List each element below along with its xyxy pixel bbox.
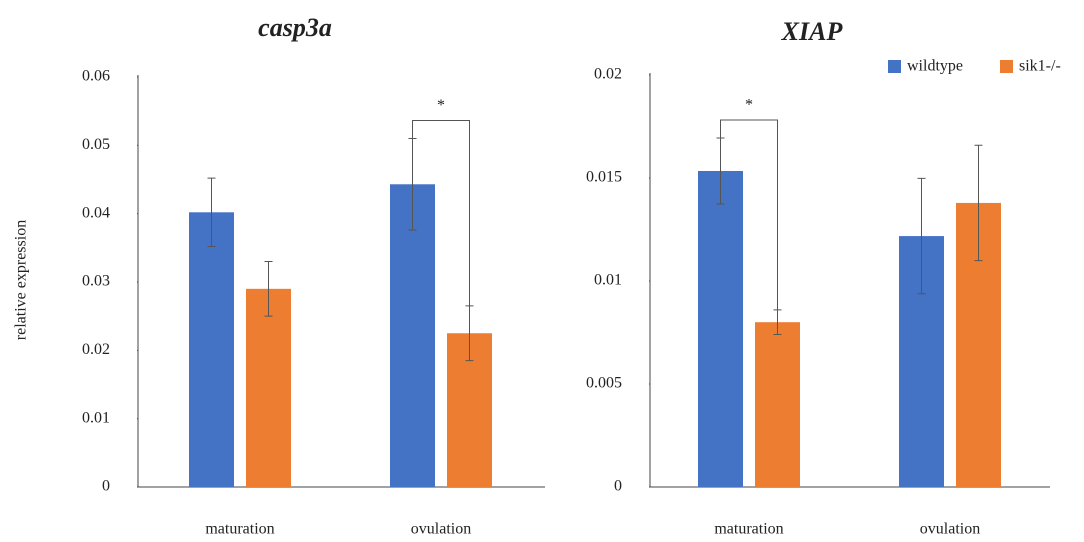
x-tick-label: maturation (714, 521, 783, 538)
legend-label: sik1-/- (1019, 58, 1061, 75)
y-tick-label: 0.02 (594, 66, 622, 83)
chart-title: XIAP (781, 17, 844, 46)
y-tick-label: 0 (614, 478, 622, 495)
y-tick-label: 0.015 (586, 169, 622, 186)
chart: casp3a relative expression 0 0.01 0.02 0.03 0.… (0, 0, 1084, 542)
y-tick-label: 0 (102, 478, 110, 495)
significance-label: * (745, 97, 753, 114)
y-tick-label: 0.05 (82, 136, 110, 153)
bar (755, 322, 800, 487)
legend-label: wildtype (907, 58, 963, 75)
x-tick-label: ovulation (411, 521, 471, 538)
y-tick-label: 0.06 (82, 68, 110, 85)
y-tick-label: 0.02 (82, 341, 110, 358)
x-tick-label: maturation (205, 521, 274, 538)
y-axis-label: relative expression (13, 220, 30, 340)
significance-label: * (437, 97, 445, 114)
bar (698, 171, 743, 487)
y-tick-label: 0.005 (586, 375, 622, 392)
x-tick-label: ovulation (920, 521, 980, 538)
legend-swatch (888, 60, 901, 73)
y-tick-label: 0.01 (594, 272, 622, 289)
bar (189, 212, 234, 487)
bar (246, 289, 291, 487)
y-tick-label: 0.03 (82, 273, 110, 290)
y-tick-label: 0.01 (82, 409, 110, 426)
y-tick-label: 0.04 (82, 204, 110, 221)
legend-swatch (1000, 60, 1013, 73)
chart-title: casp3a (258, 13, 332, 42)
